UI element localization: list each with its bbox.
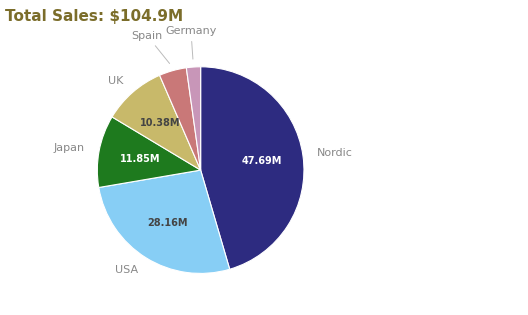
Wedge shape bbox=[99, 170, 230, 273]
Text: USA: USA bbox=[115, 265, 138, 275]
Text: Germany: Germany bbox=[165, 26, 216, 59]
Text: Total Sales: $104.9M: Total Sales: $104.9M bbox=[5, 9, 183, 25]
Wedge shape bbox=[159, 68, 201, 170]
Text: Nordic: Nordic bbox=[317, 148, 353, 158]
Wedge shape bbox=[186, 67, 201, 170]
Text: 47.69M: 47.69M bbox=[242, 156, 282, 166]
Wedge shape bbox=[112, 75, 201, 170]
Text: UK: UK bbox=[108, 77, 123, 87]
Text: 28.16M: 28.16M bbox=[147, 218, 188, 228]
Text: 11.85M: 11.85M bbox=[119, 154, 160, 164]
Text: 10.38M: 10.38M bbox=[139, 118, 180, 129]
Text: Spain: Spain bbox=[131, 31, 169, 64]
Wedge shape bbox=[201, 67, 304, 269]
Text: Japan: Japan bbox=[54, 143, 85, 153]
Wedge shape bbox=[97, 117, 201, 187]
